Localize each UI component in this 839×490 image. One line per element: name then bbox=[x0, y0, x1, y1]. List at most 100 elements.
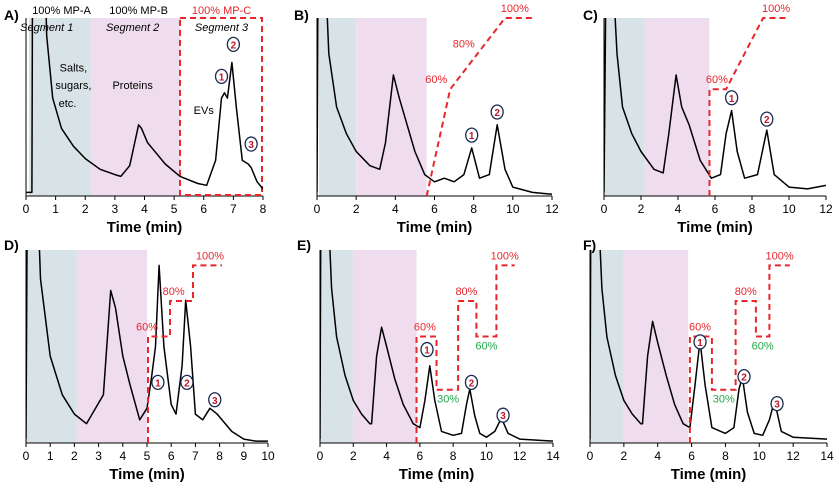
x-tick-label: 0 bbox=[23, 449, 30, 463]
x-tick-label: 14 bbox=[820, 449, 834, 463]
peak-marker-circle bbox=[180, 374, 194, 391]
chromatogram-trace bbox=[317, 18, 552, 195]
segment-3-box bbox=[179, 17, 263, 196]
gradient-percent-label: 60% bbox=[425, 74, 447, 86]
gradient-percent-label: 60% bbox=[752, 340, 774, 352]
chromatogram-trace bbox=[604, 18, 826, 193]
peak-number: 2 bbox=[741, 373, 747, 384]
x-tick-label: 4 bbox=[119, 449, 126, 463]
peak-number: 1 bbox=[155, 378, 161, 389]
segment-2-shading bbox=[76, 250, 147, 443]
gradient-step-line bbox=[708, 17, 789, 196]
region-annotation: EVs bbox=[194, 105, 215, 117]
gradient-percent-label: 80% bbox=[163, 286, 185, 298]
segment-1-shading bbox=[318, 18, 357, 196]
gradient-percent-label: 100% bbox=[491, 250, 519, 262]
x-tick-label: 10 bbox=[480, 449, 494, 463]
peak-number: 1 bbox=[469, 131, 475, 142]
peak-number: 1 bbox=[697, 338, 703, 349]
gradient-percent-label: 80% bbox=[455, 286, 477, 298]
x-tick-label: 10 bbox=[506, 202, 520, 216]
gradient-percent-label: 30% bbox=[437, 394, 459, 406]
x-tick-label: 5 bbox=[171, 202, 178, 216]
gradient-step-line bbox=[425, 17, 533, 197]
x-tick-label: 8 bbox=[470, 202, 477, 216]
gradient-percent-label: 60% bbox=[136, 321, 158, 333]
peak-marker-circle bbox=[737, 368, 751, 385]
x-tick-label: 7 bbox=[192, 449, 199, 463]
x-tick-label: 6 bbox=[200, 202, 207, 216]
x-tick-label: 4 bbox=[392, 202, 399, 216]
gradient-percent-label: 80% bbox=[735, 286, 757, 298]
peak-number: 3 bbox=[248, 140, 254, 151]
gradient-step-line bbox=[147, 264, 222, 443]
gradient-percent-label: 100% bbox=[196, 250, 224, 262]
x-tick-label: 8 bbox=[260, 202, 267, 216]
peak-marker-circle bbox=[693, 334, 707, 350]
peak-marker-circle bbox=[490, 104, 504, 120]
x-tick-label: 2 bbox=[82, 202, 89, 216]
chromatogram-trace bbox=[320, 250, 553, 442]
peak-marker-circle bbox=[226, 36, 241, 53]
peak-marker-circle bbox=[496, 407, 510, 423]
peak-marker-circle bbox=[770, 395, 784, 412]
region-annotation: etc. bbox=[59, 98, 77, 110]
region-annotation: Salts, bbox=[60, 62, 88, 74]
x-tick-label: 12 bbox=[786, 449, 800, 463]
x-tick-label: 2 bbox=[71, 449, 78, 463]
segment-label: Segment 2 bbox=[106, 22, 159, 34]
x-tick-label: 2 bbox=[353, 202, 360, 216]
segment-2-shading bbox=[644, 18, 710, 196]
gradient-step-line bbox=[415, 264, 515, 443]
segment-label: Segment 3 bbox=[195, 22, 249, 34]
gradient-percent-label: 80% bbox=[453, 39, 475, 51]
x-tick-label: 4 bbox=[141, 202, 148, 216]
panel-label: D) bbox=[4, 237, 19, 253]
peak-number: 2 bbox=[494, 108, 500, 119]
peak-number: 2 bbox=[231, 40, 237, 51]
peak-number: 1 bbox=[729, 94, 735, 105]
x-tick-label: 4 bbox=[675, 202, 682, 216]
peak-number: 1 bbox=[219, 72, 225, 83]
peak-number: 1 bbox=[424, 346, 430, 357]
x-tick-label: 6 bbox=[431, 202, 438, 216]
chromatogram-trace bbox=[26, 250, 268, 442]
peak-marker-circle bbox=[151, 374, 165, 391]
segment-2-shading bbox=[91, 18, 181, 196]
x-tick-label: 2 bbox=[621, 449, 628, 463]
peak-number: 2 bbox=[184, 378, 190, 389]
peak-marker-circle bbox=[464, 374, 479, 391]
x-tick-label: 14 bbox=[546, 449, 560, 463]
peak-marker-circle bbox=[420, 341, 434, 358]
x-tick-label: 10 bbox=[261, 449, 275, 463]
x-axis-label: Time (min) bbox=[399, 466, 475, 483]
gradient-percent-label: 60% bbox=[414, 321, 436, 333]
x-tick-label: 5 bbox=[144, 449, 151, 463]
region-annotation: sugars, bbox=[55, 80, 91, 92]
x-tick-label: 8 bbox=[450, 449, 457, 463]
x-axis-label: Time (min) bbox=[397, 219, 473, 236]
segment-1-shading bbox=[590, 250, 624, 443]
gradient-percent-label: 60% bbox=[475, 340, 497, 352]
gradient-percent-label: 60% bbox=[689, 321, 711, 333]
x-tick-label: 9 bbox=[240, 449, 247, 463]
segment-2-shading bbox=[356, 18, 427, 196]
panel-label: A) bbox=[4, 7, 19, 23]
peak-number: 2 bbox=[764, 115, 770, 126]
chromatogram-trace bbox=[26, 18, 263, 194]
x-axis-label: Time (min) bbox=[671, 466, 747, 483]
x-tick-label: 6 bbox=[712, 202, 719, 216]
x-tick-label: 1 bbox=[52, 202, 59, 216]
x-tick-label: 8 bbox=[722, 449, 729, 463]
x-tick-label: 10 bbox=[782, 202, 796, 216]
x-tick-label: 2 bbox=[350, 449, 357, 463]
x-tick-label: 1 bbox=[47, 449, 54, 463]
x-tick-label: 12 bbox=[819, 202, 833, 216]
peak-marker-circle bbox=[465, 127, 479, 143]
panel-a: 0 1 2 3 4 5 6 7 8 Time (min) A) 100% MP-A 100% MP-B 1… bbox=[4, 5, 267, 236]
peak-marker-circle bbox=[725, 90, 739, 106]
x-tick-label: 8 bbox=[216, 449, 223, 463]
